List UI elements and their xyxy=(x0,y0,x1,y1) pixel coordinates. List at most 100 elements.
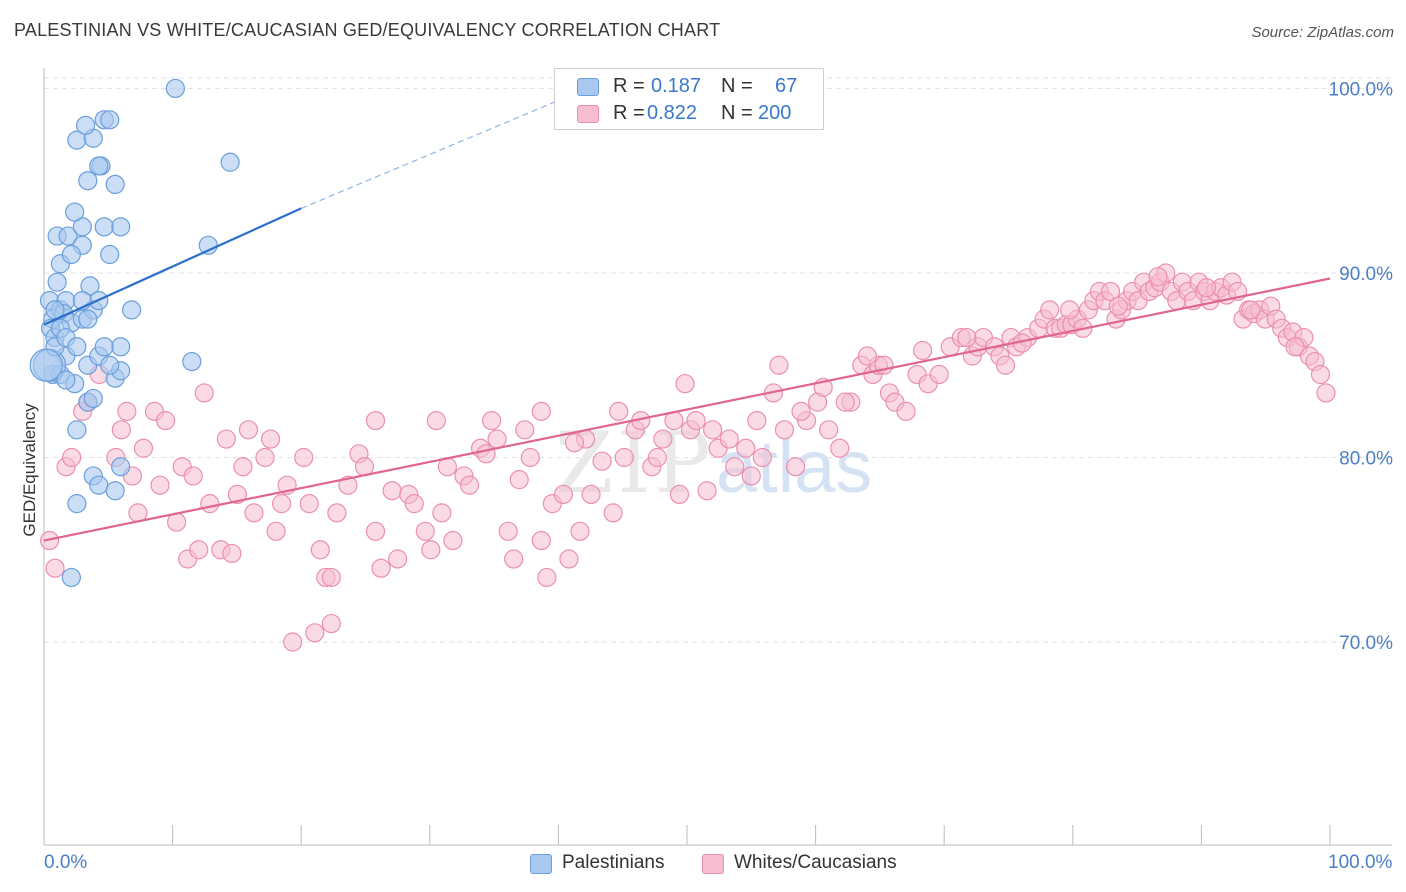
data-point-whites xyxy=(957,327,977,348)
data-point-palestinians xyxy=(89,475,109,495)
data-point-whites xyxy=(686,410,706,431)
legend-row-whites: R = 0.822 N = 200 xyxy=(555,102,823,128)
data-point-palestinians xyxy=(105,174,125,195)
data-point-palestinians xyxy=(56,370,76,390)
data-point-whites xyxy=(321,613,341,634)
legend-n-label: N = xyxy=(721,102,753,124)
data-point-whites xyxy=(266,521,286,541)
data-point-palestinians xyxy=(78,309,98,329)
legend-swatch-pink xyxy=(577,105,599,123)
data-point-whites xyxy=(321,567,341,588)
data-point-whites xyxy=(515,420,535,440)
data-point-whites xyxy=(111,420,131,440)
data-point-palestinians xyxy=(100,355,120,375)
data-point-whites xyxy=(487,429,507,449)
legend-swatch-pink xyxy=(702,854,724,874)
y-tick-labels: 70.0% 80.0% 90.0% 100.0% xyxy=(1329,79,1394,654)
data-point-whites xyxy=(117,401,137,421)
data-point-whites xyxy=(382,481,402,501)
legend-label-whites: Whites/Caucasians xyxy=(734,852,897,873)
data-point-palestinians xyxy=(78,171,98,191)
data-point-whites xyxy=(703,420,723,440)
grid-lines xyxy=(44,77,1392,643)
data-point-palestinians xyxy=(111,457,131,477)
data-point-palestinians xyxy=(220,152,240,172)
data-point-whites xyxy=(1310,364,1331,385)
data-point-whites xyxy=(371,558,391,578)
data-point-whites xyxy=(752,447,772,468)
data-point-whites xyxy=(1059,300,1080,320)
data-point-whites xyxy=(553,484,574,505)
data-point-whites xyxy=(785,457,806,477)
data-point-whites xyxy=(299,494,319,514)
data-point-whites xyxy=(647,447,667,468)
data-point-whites xyxy=(1100,281,1121,302)
source-credit: Source: ZipAtlas.com xyxy=(1251,24,1394,41)
data-point-palestinians xyxy=(67,494,87,514)
y-tick-label: 70.0% xyxy=(1339,633,1393,654)
data-point-whites xyxy=(835,392,855,412)
data-point-palestinians xyxy=(58,226,78,246)
data-point-whites xyxy=(305,623,325,643)
data-point-palestinians xyxy=(182,351,202,372)
data-point-whites xyxy=(421,540,441,560)
y-tick-label: 90.0% xyxy=(1339,264,1393,285)
chart-title: PALESTINIAN VS WHITE/CAUCASIAN GED/EQUIV… xyxy=(14,20,721,40)
trend-lines xyxy=(43,81,1331,542)
legend-row-palestinians: R = 0.187 N = 67 xyxy=(555,75,823,101)
data-point-whites xyxy=(498,521,518,541)
data-point-palestinians xyxy=(94,217,114,237)
data-point-whites xyxy=(741,466,761,486)
data-point-palestinians xyxy=(67,337,87,357)
data-point-whites xyxy=(189,540,209,560)
data-point-whites xyxy=(233,457,253,477)
data-point-whites xyxy=(432,503,452,523)
data-point-whites xyxy=(774,420,795,440)
data-point-whites xyxy=(481,410,502,431)
data-point-whites xyxy=(669,484,690,505)
data-point-whites xyxy=(222,543,242,564)
data-point-whites xyxy=(260,429,281,449)
data-point-whites xyxy=(747,410,767,431)
legend-r-value: 0.822 xyxy=(647,102,698,124)
data-point-palestinians xyxy=(111,217,131,237)
data-point-whites xyxy=(388,549,408,569)
trend-line-palestinians xyxy=(43,207,302,326)
whites-caucasians-points xyxy=(39,263,1336,652)
data-point-whites xyxy=(426,410,446,431)
data-point-whites xyxy=(194,383,214,403)
data-point-whites xyxy=(614,447,634,468)
data-point-whites xyxy=(537,567,557,588)
data-point-whites xyxy=(39,530,60,551)
data-point-palestinians xyxy=(47,272,67,292)
data-point-whites xyxy=(531,401,551,421)
data-point-whites xyxy=(365,521,386,541)
data-point-whites xyxy=(913,340,933,361)
data-point-whites xyxy=(769,355,789,375)
legend-r-value: 0.187 xyxy=(651,75,702,97)
data-point-whites xyxy=(896,401,916,421)
data-point-whites xyxy=(283,632,303,652)
trend-line-palestinians-extension xyxy=(300,81,603,209)
data-point-whites xyxy=(476,444,496,464)
palestinians-points xyxy=(29,78,240,588)
data-point-palestinians xyxy=(83,388,103,409)
data-point-whites xyxy=(216,429,236,449)
data-point-whites xyxy=(504,549,524,569)
data-point-whites xyxy=(559,549,579,569)
data-point-palestinians xyxy=(65,202,85,222)
trend-line-whites xyxy=(43,277,1331,542)
data-point-whites xyxy=(133,438,154,458)
x-axis-max-label: 100.0% xyxy=(1328,852,1393,873)
data-point-whites xyxy=(327,503,347,523)
data-point-whites xyxy=(675,374,695,394)
legend-label-palestinians: Palestinians xyxy=(562,852,665,873)
data-point-whites xyxy=(200,494,220,514)
data-point-whites xyxy=(791,401,811,421)
data-point-palestinians xyxy=(29,348,63,382)
data-point-whites xyxy=(150,475,170,495)
data-point-whites xyxy=(294,447,314,468)
data-point-whites xyxy=(929,364,949,385)
data-point-whites xyxy=(443,530,463,551)
data-point-palestinians xyxy=(94,337,114,357)
